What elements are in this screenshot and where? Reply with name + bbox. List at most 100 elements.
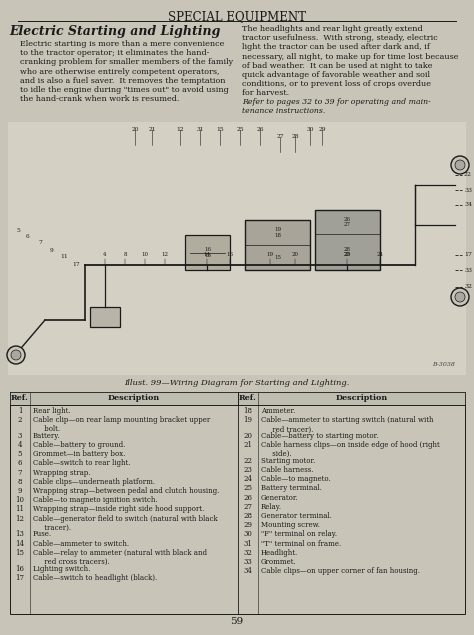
Text: Relay.: Relay. — [261, 503, 282, 511]
Text: "F" terminal on relay.: "F" terminal on relay. — [261, 530, 337, 538]
Text: 23: 23 — [244, 466, 253, 474]
Text: "T" terminal on frame.: "T" terminal on frame. — [261, 540, 341, 547]
Circle shape — [451, 288, 469, 306]
Text: 7: 7 — [38, 241, 42, 246]
Text: Cable clips—underneath platform.: Cable clips—underneath platform. — [33, 478, 155, 486]
Text: 12: 12 — [162, 252, 168, 257]
Text: 33: 33 — [464, 187, 472, 192]
Text: 1: 1 — [18, 407, 22, 415]
Text: 22: 22 — [464, 173, 472, 178]
Text: Cable—switch to rear light.: Cable—switch to rear light. — [33, 460, 130, 467]
Text: 33: 33 — [244, 558, 252, 566]
Text: 21: 21 — [244, 441, 253, 449]
Text: 33: 33 — [464, 267, 472, 272]
Text: Illust. 99—Wiring Diagram for Starting and Lighting.: Illust. 99—Wiring Diagram for Starting a… — [124, 379, 350, 387]
Text: Description: Description — [108, 394, 160, 403]
Text: 5: 5 — [16, 227, 20, 232]
Text: 3: 3 — [18, 432, 22, 440]
Text: 2: 2 — [18, 416, 22, 424]
Text: 26: 26 — [256, 127, 264, 132]
Text: 20: 20 — [244, 432, 253, 440]
Text: The headlights and rear light greatly extend
tractor usefulness.  With strong, s: The headlights and rear light greatly ex… — [242, 25, 458, 97]
Text: 22: 22 — [244, 457, 253, 465]
Text: 29: 29 — [318, 127, 326, 132]
Text: 23: 23 — [344, 252, 350, 257]
FancyBboxPatch shape — [185, 235, 230, 270]
Text: Cable—battery to starting motor.: Cable—battery to starting motor. — [261, 432, 379, 440]
Text: Wrapping strap.: Wrapping strap. — [33, 469, 91, 477]
Text: Grommet—in battery box.: Grommet—in battery box. — [33, 450, 126, 458]
Text: 26
27: 26 27 — [344, 217, 351, 227]
Text: 20: 20 — [292, 252, 299, 257]
Text: Battery terminal.: Battery terminal. — [261, 485, 322, 492]
Text: 30: 30 — [244, 530, 253, 538]
Text: Grommet.: Grommet. — [261, 558, 297, 566]
Text: Generator.: Generator. — [261, 493, 299, 502]
Text: Cable—ammeter to switch.: Cable—ammeter to switch. — [33, 540, 129, 547]
Text: Cable clip—on rear lamp mounting bracket upper
     bolt.: Cable clip—on rear lamp mounting bracket… — [33, 416, 210, 434]
Text: 24: 24 — [376, 252, 383, 257]
Text: 13: 13 — [16, 530, 25, 538]
Text: 4: 4 — [18, 441, 22, 449]
Text: 14: 14 — [16, 540, 25, 547]
Text: 16: 16 — [16, 565, 25, 573]
Text: Refer to pages 32 to 39 for operating and main-
tenance instructions.: Refer to pages 32 to 39 for operating an… — [242, 98, 431, 115]
Text: Cable harness clips—on inside edge of hood (right
     side).: Cable harness clips—on inside edge of ho… — [261, 441, 440, 458]
Text: 26: 26 — [244, 493, 253, 502]
Text: Electric Starting and Lighting: Electric Starting and Lighting — [9, 25, 221, 38]
FancyBboxPatch shape — [8, 122, 466, 375]
Text: Cable—generator field to switch (natural with black
     tracer).: Cable—generator field to switch (natural… — [33, 515, 218, 532]
Text: Cable—relay to ammeter (natural with black and
     red cross tracers).: Cable—relay to ammeter (natural with bla… — [33, 549, 207, 566]
Text: 24: 24 — [244, 475, 253, 483]
Text: 21: 21 — [148, 127, 156, 132]
Text: Ref.: Ref. — [239, 394, 257, 403]
Text: Wrapping strap—between pedal and clutch housing.: Wrapping strap—between pedal and clutch … — [33, 487, 219, 495]
Text: 10: 10 — [16, 497, 25, 504]
Text: 27: 27 — [244, 503, 253, 511]
Text: 59: 59 — [230, 617, 244, 627]
Circle shape — [455, 292, 465, 302]
Text: Description: Description — [336, 394, 388, 403]
Circle shape — [7, 346, 25, 364]
Text: Lighting switch.: Lighting switch. — [33, 565, 91, 573]
Text: Wrapping strap—inside right side hood support.: Wrapping strap—inside right side hood su… — [33, 505, 204, 514]
Text: 9: 9 — [18, 487, 22, 495]
Text: Generator terminal.: Generator terminal. — [261, 512, 332, 520]
Text: 11: 11 — [16, 505, 25, 514]
Text: Cable—to magneto.: Cable—to magneto. — [261, 475, 331, 483]
Text: B-3038: B-3038 — [432, 362, 455, 367]
Text: 17: 17 — [16, 573, 25, 582]
Text: 11: 11 — [60, 255, 68, 260]
Text: 28: 28 — [291, 134, 299, 139]
Text: Mounting screw.: Mounting screw. — [261, 521, 320, 529]
Text: Battery.: Battery. — [33, 432, 61, 440]
Text: Cable—battery to ground.: Cable—battery to ground. — [33, 441, 126, 449]
Text: 5: 5 — [18, 450, 22, 458]
Text: 19
18: 19 18 — [274, 227, 281, 238]
Text: 17: 17 — [464, 253, 472, 258]
Text: 30: 30 — [306, 127, 314, 132]
FancyBboxPatch shape — [315, 210, 380, 270]
Text: Fuse.: Fuse. — [33, 530, 52, 538]
Text: 14: 14 — [203, 252, 210, 257]
Text: 34: 34 — [244, 567, 253, 575]
Text: 6: 6 — [18, 460, 22, 467]
Text: 9: 9 — [50, 248, 54, 253]
Text: 6: 6 — [26, 234, 30, 239]
Text: 17: 17 — [72, 262, 80, 267]
Circle shape — [11, 350, 21, 360]
Text: 7: 7 — [18, 469, 22, 477]
Text: 29: 29 — [244, 521, 253, 529]
Text: SPECIAL EQUIPMENT: SPECIAL EQUIPMENT — [168, 10, 306, 23]
Text: Ref.: Ref. — [11, 394, 29, 403]
Text: 15: 15 — [216, 127, 224, 132]
Text: Electric starting is more than a mere convenience
to the tractor operator; it el: Electric starting is more than a mere co… — [20, 40, 233, 104]
Text: Cable—to magneto ignition switch.: Cable—to magneto ignition switch. — [33, 497, 158, 504]
Text: 8: 8 — [18, 478, 22, 486]
Text: 32: 32 — [244, 549, 253, 557]
Text: 20: 20 — [131, 127, 139, 132]
FancyBboxPatch shape — [90, 307, 120, 327]
Text: Headlight.: Headlight. — [261, 549, 298, 557]
FancyBboxPatch shape — [10, 392, 238, 405]
FancyBboxPatch shape — [245, 220, 310, 270]
